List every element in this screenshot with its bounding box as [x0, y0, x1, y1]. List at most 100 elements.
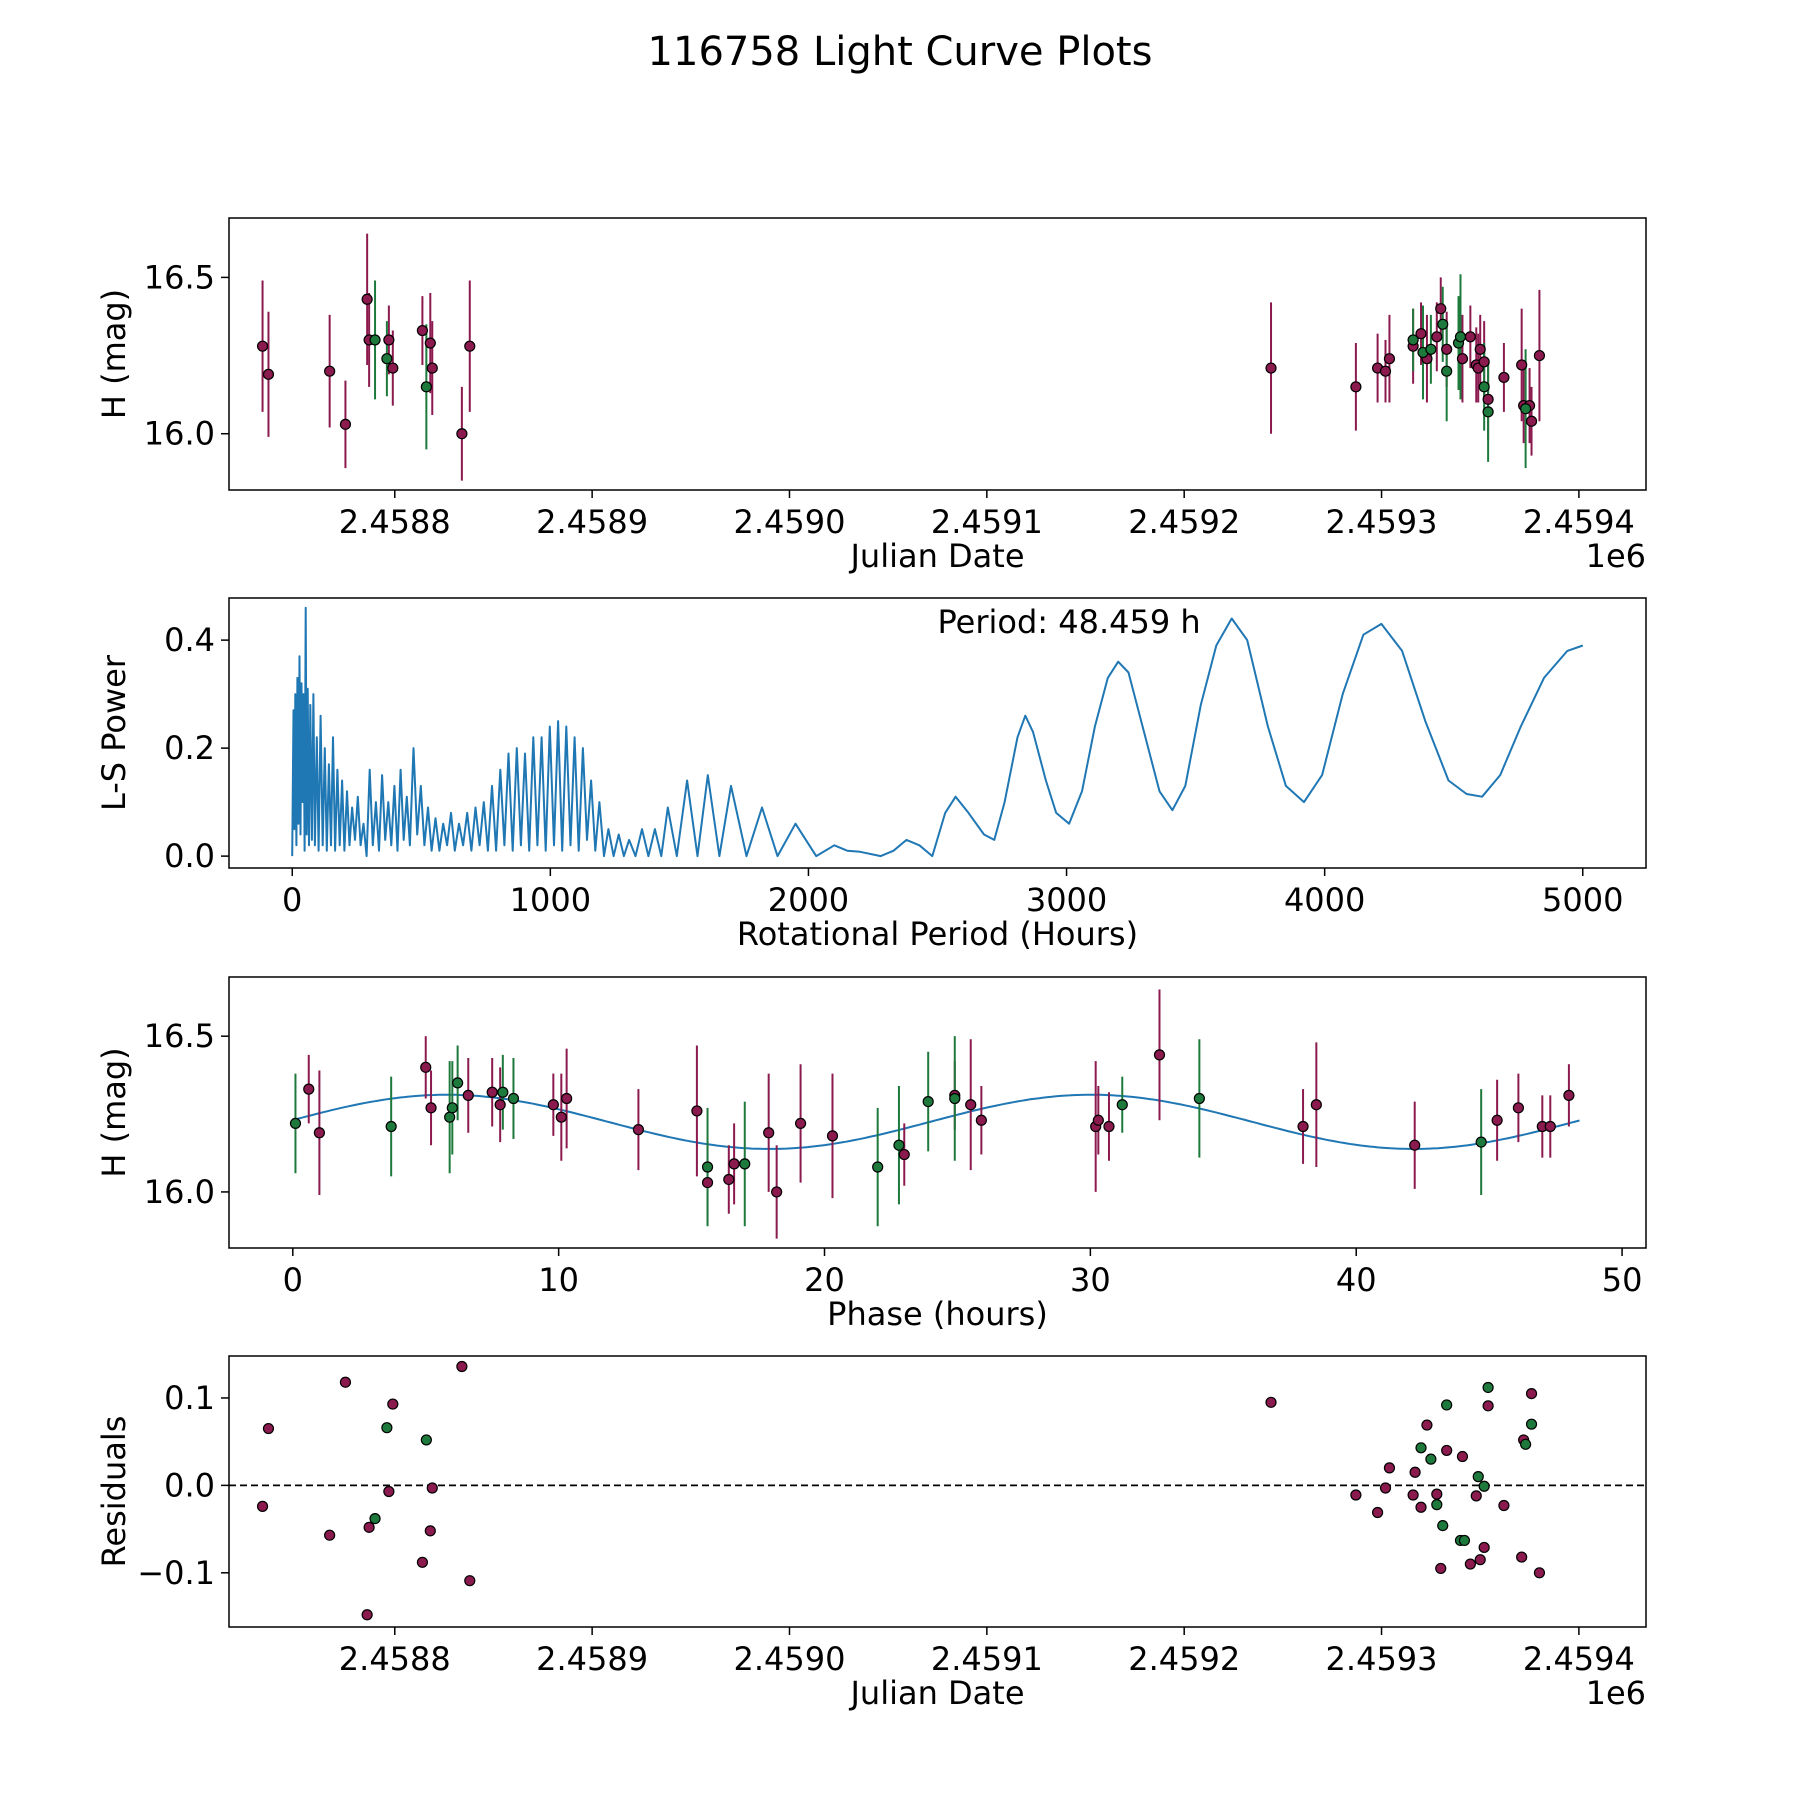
data-point — [1441, 1399, 1453, 1411]
data-point — [1153, 1049, 1166, 1061]
y-tick-label: 0.0 — [164, 1466, 215, 1504]
data-point — [794, 1117, 807, 1130]
data-point — [1478, 356, 1490, 368]
x-tick-label: 5000 — [1542, 881, 1623, 919]
data-point — [381, 353, 393, 365]
data-point — [898, 1148, 910, 1161]
data-point — [1478, 381, 1490, 393]
data-point — [1498, 1499, 1510, 1512]
plot-area — [289, 989, 1580, 1239]
data-point — [1525, 1387, 1538, 1400]
plot-area — [256, 233, 1546, 481]
data-point — [763, 1127, 775, 1139]
data-point — [1407, 1489, 1419, 1501]
figure-title: 116758 Light Curve Plots — [648, 29, 1153, 75]
x-tick-label: 2.4593 — [1326, 503, 1438, 541]
data-point — [416, 324, 429, 337]
data-point — [1265, 362, 1277, 374]
x-axis-label: Rotational Period (Hours) — [737, 915, 1138, 953]
data-point — [1431, 331, 1443, 343]
y-tick-label: 0.2 — [164, 729, 215, 767]
data-point — [1516, 359, 1528, 371]
x-tick-label: 30 — [1070, 1261, 1111, 1299]
data-point — [1482, 393, 1494, 405]
data-point — [1482, 406, 1494, 418]
y-tick-label: 16.5 — [144, 1017, 215, 1055]
period-annotation: Period: 48.459 h — [938, 603, 1201, 641]
x-tick-label: 2.4590 — [734, 503, 846, 541]
data-point — [1193, 1092, 1205, 1105]
model-fit-line — [292, 1093, 1580, 1150]
data-point — [1454, 331, 1467, 343]
x-tick-label: 2.4588 — [339, 503, 451, 541]
data-point — [1498, 371, 1510, 384]
data-point — [420, 1434, 432, 1446]
x-axis-label: Julian Date — [848, 1674, 1024, 1712]
data-point — [1525, 415, 1538, 427]
data-point — [1441, 1444, 1453, 1457]
data-point — [1431, 1499, 1443, 1511]
x-offset-text: 1e6 — [1586, 1674, 1646, 1712]
data-point — [1478, 1480, 1490, 1492]
data-point — [1103, 1120, 1115, 1133]
data-point — [632, 1124, 645, 1136]
data-point — [452, 1077, 464, 1089]
data-point — [1516, 1551, 1528, 1563]
y-tick-label: −0.1 — [137, 1554, 215, 1592]
data-point — [1310, 1099, 1322, 1111]
data-point — [723, 1173, 735, 1186]
data-point — [1092, 1114, 1104, 1126]
data-point — [1472, 1471, 1484, 1483]
x-tick-label: 2.4591 — [931, 1640, 1043, 1678]
panel-periodogram: 0 1000 2000 3000 4000 5000 0.0 0.2 0.4 Rotational… — [95, 597, 1647, 953]
data-point — [701, 1176, 714, 1189]
x-tick-label: 2.4591 — [931, 503, 1043, 541]
data-point — [486, 1086, 498, 1098]
data-point — [1478, 1541, 1490, 1554]
data-point — [1525, 1418, 1538, 1430]
data-point — [1470, 1490, 1482, 1502]
data-point — [339, 1376, 352, 1388]
data-point — [1415, 328, 1427, 340]
data-point — [1563, 1089, 1575, 1101]
data-point — [1482, 1400, 1494, 1412]
data-point — [1520, 403, 1532, 415]
data-point — [324, 365, 336, 377]
data-point — [1415, 1501, 1427, 1513]
data-point — [1520, 1438, 1532, 1450]
data-point — [1407, 334, 1419, 346]
data-point — [1441, 365, 1453, 377]
axes-frame — [228, 1355, 1647, 1628]
data-point — [324, 1529, 336, 1541]
x-tick-label: 2.4592 — [1128, 1640, 1240, 1678]
y-tick-label: 16.5 — [144, 258, 215, 296]
data-point — [303, 1083, 315, 1095]
axes-frame — [228, 597, 1647, 869]
data-point — [462, 1089, 474, 1101]
data-point — [1437, 318, 1449, 330]
data-point — [387, 362, 399, 374]
data-point — [1409, 1139, 1421, 1151]
data-point — [1379, 365, 1392, 377]
data-point — [426, 1482, 438, 1494]
data-point — [893, 1139, 905, 1151]
data-point — [256, 340, 269, 352]
x-tick-label: 4000 — [1284, 881, 1365, 919]
x-axis-label: Phase (hours) — [827, 1295, 1048, 1333]
data-point — [339, 418, 352, 430]
data-point — [464, 340, 476, 352]
data-point — [313, 1127, 325, 1139]
data-point — [728, 1158, 740, 1170]
data-point — [361, 1609, 373, 1621]
x-tick-label: 1000 — [510, 881, 591, 919]
data-point — [975, 1114, 987, 1126]
data-point — [1350, 1489, 1362, 1501]
y-tick-label: 0.4 — [164, 621, 215, 659]
panel-residuals: 2.4588 2.4589 2.4590 2.4591 2.4592 2.4593 2.45… — [95, 1355, 1647, 1712]
y-axis-label: H (mag) — [95, 289, 133, 419]
x-offset-text: 1e6 — [1586, 537, 1646, 575]
data-point — [1425, 1453, 1437, 1465]
data-point — [1409, 1466, 1421, 1478]
data-point — [691, 1105, 703, 1117]
y-tick-label: 0.0 — [164, 837, 215, 875]
